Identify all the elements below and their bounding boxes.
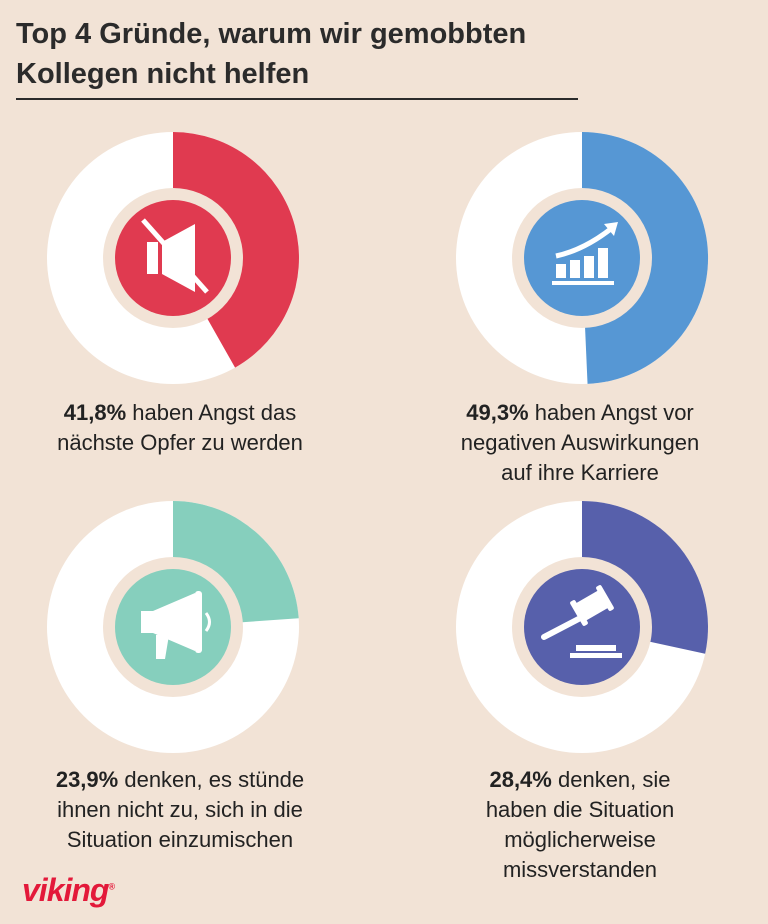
caption-4: 28,4% denken, sie haben die Situation mö… bbox=[400, 765, 760, 885]
caption-line: haben die Situation bbox=[485, 797, 675, 822]
caption-line: auf ihre Karriere bbox=[501, 460, 659, 485]
donut-chart-2 bbox=[452, 128, 712, 388]
value-label: 23,9% bbox=[55, 767, 119, 792]
logo-mark: ® bbox=[108, 881, 116, 892]
growth-chart-icon bbox=[552, 222, 618, 285]
caption-line: nächste Opfer zu werden bbox=[57, 430, 303, 455]
caption-line: denken, es stünde bbox=[124, 767, 305, 792]
title-line-2: Kollegen nicht helfen bbox=[16, 58, 310, 90]
megaphone-icon bbox=[141, 591, 211, 659]
value-label: 49,3% bbox=[466, 400, 529, 425]
donut-center-2 bbox=[524, 200, 640, 316]
gavel-icon bbox=[541, 585, 622, 658]
value-label: 28,4% bbox=[489, 767, 552, 792]
caption-line: haben Angst vor bbox=[534, 400, 694, 425]
donut-center-4 bbox=[524, 569, 640, 685]
caption-line: negativen Auswirkungen bbox=[460, 430, 700, 455]
caption-3: 23,9% denken, es stünde ihnen nicht zu, … bbox=[0, 765, 360, 855]
caption-line: ihnen nicht zu, sich in die bbox=[57, 797, 303, 822]
caption-line: missverstanden bbox=[502, 857, 658, 882]
caption-line: möglicherweise bbox=[504, 827, 656, 852]
caption-line: Situation einzumischen bbox=[66, 827, 294, 852]
value-label: 41,8% bbox=[63, 400, 127, 425]
title-divider bbox=[16, 98, 578, 100]
logo-text: viking bbox=[22, 872, 109, 908]
donut-chart-3 bbox=[43, 497, 303, 757]
donut-chart-1 bbox=[43, 128, 303, 388]
muted-speaker-icon bbox=[141, 218, 209, 294]
viking-logo: viking® bbox=[22, 872, 115, 909]
caption-2: 49,3% haben Angst vor negativen Auswirku… bbox=[400, 398, 760, 488]
caption-line: denken, sie bbox=[557, 767, 671, 792]
title-line-1: Top 4 Gründe, warum wir gemobbten bbox=[16, 18, 527, 50]
donut-chart-4 bbox=[452, 497, 712, 757]
page-title: Top 4 Gründe, warum wir gemobbten Kolleg… bbox=[16, 14, 616, 94]
caption-1: 41,8% haben Angst das nächste Opfer zu w… bbox=[0, 398, 360, 458]
caption-line: haben Angst das bbox=[132, 400, 297, 425]
